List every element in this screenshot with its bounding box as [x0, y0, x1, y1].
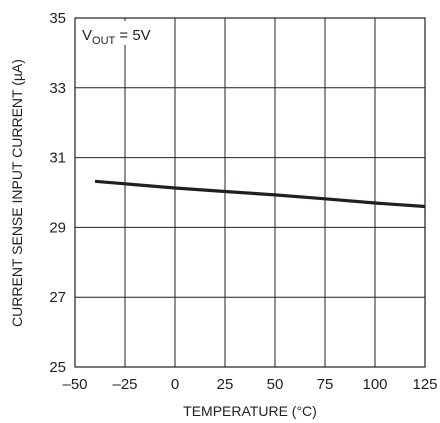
y-tick-label: 35	[49, 10, 66, 27]
x-tick-label: 50	[267, 376, 284, 393]
y-tick-label: 25	[49, 359, 66, 376]
annotation-main: V	[82, 27, 92, 44]
annotation-subscript: OUT	[92, 35, 116, 47]
y-tick-label: 29	[49, 219, 66, 236]
x-tick-label: 75	[317, 376, 334, 393]
x-tick-label: –50	[62, 376, 87, 393]
y-tick-label: 27	[49, 289, 66, 306]
y-tick-label: 33	[49, 80, 66, 97]
x-axis-title: TEMPERATURE (°C)	[183, 403, 317, 419]
plot-frame	[74, 17, 426, 368]
annotation-rest: = 5V	[115, 27, 150, 44]
annotation-background	[78, 21, 150, 45]
annotation-vout: VOUT = 5V	[82, 27, 151, 47]
y-tick-labels: 25 27 29 31 33 35	[49, 10, 66, 376]
x-tick-label: 25	[217, 376, 234, 393]
y-axis-title: CURRENT SENSE INPUT CURRENT (µA)	[9, 59, 25, 327]
x-tick-label: 100	[362, 376, 387, 393]
x-tick-label: –25	[112, 376, 137, 393]
x-tick-label: 125	[412, 376, 437, 393]
series-layer	[94, 179, 426, 209]
y-tick-label: 31	[49, 150, 66, 167]
x-tick-labels: –50 –25 0 25 50 75 100 125	[62, 376, 437, 393]
x-tick-label: 0	[171, 376, 179, 393]
series-line	[94, 179, 426, 209]
